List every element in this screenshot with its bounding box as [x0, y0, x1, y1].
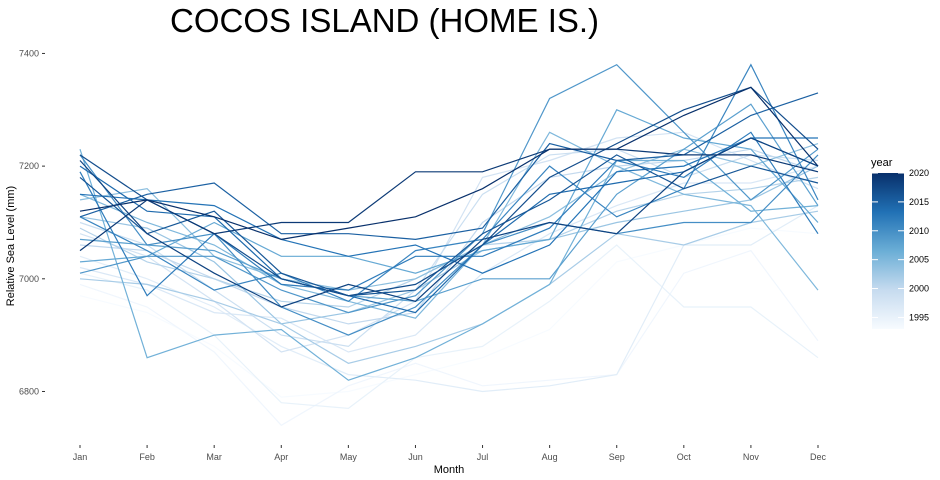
y-axis-title: Relative Sea Level (mm): [5, 186, 17, 306]
series-line-1995: [79, 244, 819, 410]
legend-tick-label: 2010: [909, 226, 929, 236]
x-axis: Jan Feb Mar Apr May Jun Jul Aug Sep Oct Nov Dec: [73, 445, 827, 462]
x-tick-label: May: [340, 452, 358, 462]
legend-colorbar: [872, 173, 904, 329]
series-line-2019: [79, 148, 819, 252]
series-line-1993: [79, 227, 819, 398]
series-line-2014: [79, 137, 819, 314]
series-line-2015: [79, 92, 819, 241]
x-tick-label: Apr: [274, 452, 288, 462]
series-lines: [79, 63, 819, 427]
series-line-2016: [79, 154, 819, 297]
series-line-2013: [79, 137, 818, 274]
legend-ticks: 1995 2000 2005 2010 2015 2020: [872, 168, 929, 322]
x-tick-label: Jul: [477, 452, 489, 462]
y-tick-label: 7200: [19, 161, 39, 171]
legend-tick-label: 2020: [909, 168, 929, 178]
x-tick-label: Mar: [206, 452, 222, 462]
y-tick-label: 7400: [19, 48, 39, 58]
series-line-2002: [79, 210, 819, 364]
x-tick-label: Jun: [408, 452, 423, 462]
legend-tick-label: 1995: [909, 312, 929, 322]
legend: year 1995 2000 2005 2010 2015 2020: [871, 157, 929, 329]
series-line-2017: [79, 86, 819, 297]
legend-tick-label: 2015: [909, 197, 929, 207]
legend-title: year: [871, 157, 893, 169]
y-tick-label: 6800: [19, 386, 39, 396]
x-tick-label: Aug: [542, 452, 558, 462]
chart-title: COCOS ISLAND (HOME IS.): [170, 2, 599, 39]
x-axis-title: Month: [434, 464, 465, 476]
legend-tick-label: 2000: [909, 284, 929, 294]
series-line-2005: [79, 131, 819, 319]
series-line-2000: [79, 148, 819, 325]
x-tick-label: Nov: [743, 452, 760, 462]
series-line-2012: [79, 131, 819, 297]
series-line-1999: [79, 148, 819, 348]
series-line-2010: [79, 154, 819, 336]
x-tick-label: Oct: [677, 452, 692, 462]
legend-tick-label: 2005: [909, 255, 929, 265]
y-axis: 6800 7000 7200 7400: [19, 48, 45, 396]
x-tick-label: Jan: [73, 452, 88, 462]
x-tick-label: Dec: [810, 452, 827, 462]
x-tick-label: Feb: [139, 452, 155, 462]
series-line-2020: [79, 86, 819, 241]
series-line-1998: [79, 131, 819, 353]
series-line-1996: [79, 205, 819, 393]
y-tick-label: 7000: [19, 274, 39, 284]
series-line-1997: [79, 165, 819, 353]
series-line-2011: [79, 63, 819, 302]
series-line-2018: [79, 137, 819, 308]
series-line-1994: [79, 249, 819, 427]
series-line-2008: [79, 103, 819, 302]
x-tick-label: Sep: [609, 452, 625, 462]
